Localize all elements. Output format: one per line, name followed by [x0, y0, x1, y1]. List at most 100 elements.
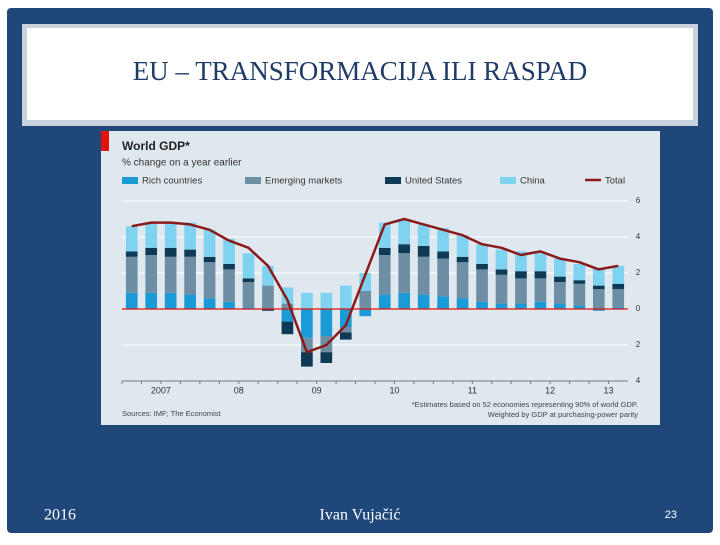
bar-segment	[339, 285, 352, 309]
bar-segment	[242, 282, 255, 308]
slide-title: EU – TRANSFORMACIJA ILI RASPAD	[133, 56, 588, 86]
bar-segment	[592, 289, 605, 309]
bar-segment	[515, 303, 527, 309]
bar-segment	[554, 282, 566, 304]
bar-segment	[398, 292, 411, 309]
bar-segment	[495, 249, 508, 270]
bar-segment	[184, 256, 196, 295]
chart-footnote: *Estimates based on 52 economies represe…	[412, 400, 638, 419]
legend-swatch	[245, 177, 261, 184]
bar-segment	[125, 251, 138, 257]
bar-segment	[534, 301, 547, 309]
bar-segment	[417, 224, 430, 246]
bar-segment	[437, 296, 449, 309]
legend-label: Total	[605, 176, 625, 187]
bar-segment	[398, 253, 411, 293]
bar-segment	[359, 309, 372, 317]
y-tick-label: 2	[636, 340, 641, 349]
bar-segment	[437, 258, 449, 297]
bar-segment	[320, 309, 333, 336]
bar-segment	[203, 229, 216, 257]
bar-segment	[145, 247, 158, 255]
bar-segment	[534, 278, 547, 302]
bar-segment	[495, 303, 508, 309]
legend-label: China	[520, 176, 546, 187]
bar-segment	[145, 255, 158, 293]
bar-segment	[339, 327, 352, 333]
bar-segment	[592, 267, 605, 286]
x-tick-label: 08	[234, 385, 244, 395]
x-tick-label: 13	[604, 385, 614, 395]
bar-segment	[554, 276, 566, 282]
bar-segment	[554, 303, 566, 309]
bar-segment	[456, 298, 469, 309]
bar-segment	[515, 251, 527, 272]
bar-segment	[515, 271, 527, 279]
bar-segment	[456, 235, 469, 257]
x-tick-label: 10	[389, 385, 399, 395]
bar-segment	[476, 269, 488, 302]
bar-segment	[164, 222, 177, 248]
legend-label: Rich countries	[142, 176, 202, 187]
bar-segment	[592, 285, 605, 290]
bar-segment	[612, 289, 625, 308]
x-tick-label: 09	[312, 385, 322, 395]
legend-swatch	[385, 177, 401, 184]
bar-segment	[281, 321, 294, 335]
bar-segment	[223, 301, 235, 309]
bar-segment	[573, 264, 586, 281]
bar-segment	[456, 256, 469, 263]
x-tick-label: 12	[545, 385, 555, 395]
footer-author: Ivan Vujačić	[320, 507, 401, 524]
x-tick-label: 11	[468, 385, 477, 395]
chart-title: World GDP*	[122, 139, 190, 153]
bar-segment	[262, 265, 274, 286]
bar-segment	[495, 269, 508, 275]
bar-segment	[203, 298, 216, 309]
bar-segment	[339, 332, 352, 340]
bar-segment	[301, 337, 313, 353]
bar-segment	[437, 251, 449, 259]
chart-subtitle: % change on a year earlier	[122, 158, 242, 169]
bar-segment	[223, 269, 235, 302]
bar-segment	[378, 222, 391, 248]
bar-segment	[281, 309, 294, 322]
bar-segment	[378, 294, 391, 309]
bar-segment	[359, 273, 372, 291]
bar-segment	[320, 292, 333, 309]
bar-segment	[573, 280, 586, 284]
bar-segment	[456, 262, 469, 299]
bar-segment	[223, 264, 235, 270]
bar-segment	[203, 256, 216, 263]
bar-segment	[437, 228, 449, 252]
bar-segment	[417, 256, 430, 295]
bar-segment	[592, 309, 605, 311]
y-tick-label: 4	[636, 376, 641, 385]
bar-segment	[359, 291, 372, 309]
page-number: 23	[665, 509, 677, 521]
y-tick-label: 2	[636, 268, 641, 277]
bar-segment	[242, 278, 255, 282]
bar-segment	[281, 303, 294, 309]
bar-segment	[184, 249, 196, 257]
legend-swatch	[122, 177, 138, 184]
bar-segment	[281, 287, 294, 304]
bar-segment	[476, 244, 488, 264]
bar-segment	[534, 271, 547, 279]
y-tick-label: 0	[636, 304, 641, 313]
bar-segment	[223, 238, 235, 264]
chart-source: Sources: IMF; The Economist	[122, 409, 222, 418]
bar-segment	[262, 309, 274, 311]
legend-label: Emerging markets	[265, 176, 342, 187]
y-tick-label: 6	[636, 196, 641, 205]
bar-segment	[612, 307, 625, 309]
bar-segment	[612, 283, 625, 290]
bar-segment	[417, 294, 430, 309]
bar-segment	[495, 274, 508, 304]
bar-segment	[398, 219, 411, 245]
bar-segment	[125, 256, 138, 293]
bar-segment	[164, 247, 177, 257]
bar-segment	[476, 301, 488, 309]
bar-segment	[417, 246, 430, 257]
